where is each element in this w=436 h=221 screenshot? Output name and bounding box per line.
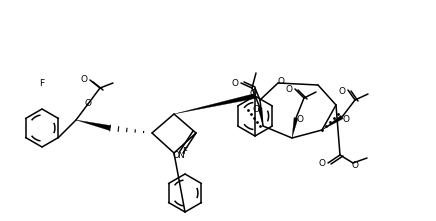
Text: O: O [343,114,350,124]
Text: O: O [252,105,259,114]
Text: O: O [277,76,285,86]
Text: O: O [296,116,303,124]
Text: O: O [351,160,358,170]
Text: O: O [338,86,345,95]
Polygon shape [322,115,343,130]
Text: F: F [182,147,187,156]
Text: O: O [81,76,88,84]
Text: O: O [232,80,238,88]
Text: O: O [319,160,326,168]
Polygon shape [76,120,111,130]
Text: N: N [177,152,184,160]
Text: O: O [249,88,256,97]
Text: O: O [173,151,180,160]
Text: O: O [286,86,293,95]
Polygon shape [292,118,298,138]
Polygon shape [174,93,255,114]
Polygon shape [258,108,263,126]
Text: O: O [85,99,92,109]
Text: F: F [39,78,44,88]
